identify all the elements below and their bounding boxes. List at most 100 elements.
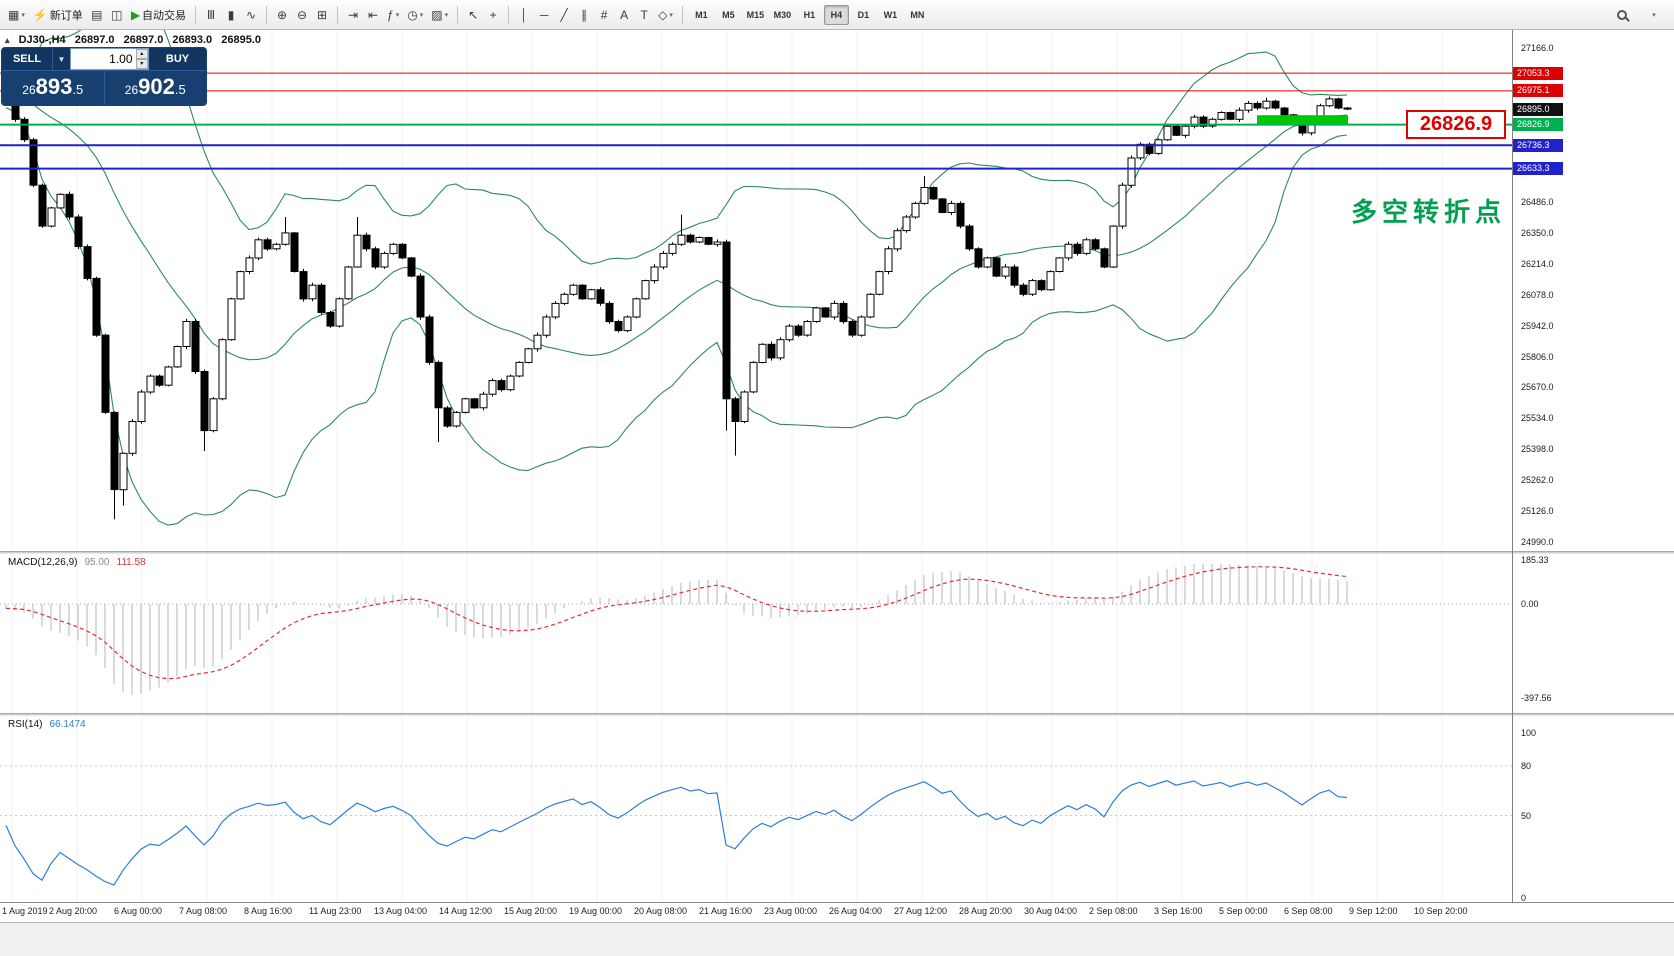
line-chart-button[interactable]: ∿ (241, 4, 261, 26)
chevron-down-icon: ▾ (444, 11, 449, 19)
autotrading-button[interactable]: ▶ 自动交易 (127, 4, 190, 26)
fibonacci-icon: # (600, 7, 608, 22)
sell-price-button[interactable]: 26 893.5 (2, 71, 104, 105)
trend-line-icon: ╱ (560, 7, 568, 22)
price-axis-label: 26214.0 (1521, 258, 1554, 269)
text-label-icon: T (640, 7, 648, 22)
lot-increase-button[interactable]: ▴ (135, 49, 148, 59)
horizontal-line-button[interactable]: ─ (534, 4, 554, 26)
toolbar-separator (337, 5, 339, 24)
zoom-out-icon: ⊖ (297, 7, 308, 22)
tile-windows-icon: ⊞ (317, 7, 328, 22)
price-axis-label: 25806.0 (1521, 351, 1554, 362)
toolbar-separator (266, 5, 268, 24)
main-chart-canvas[interactable] (0, 30, 1512, 551)
bars-chart-button[interactable]: Ⅲ (201, 4, 221, 26)
price-axis-label: 25942.0 (1521, 320, 1554, 331)
templates-button[interactable]: ▨ ▾ (427, 4, 452, 26)
lot-size-input[interactable] (71, 49, 136, 69)
chevron-down-icon: ▾ (21, 11, 25, 19)
equidistant-channel-button[interactable]: ∥ (574, 4, 594, 26)
crosshair-icon: + (489, 7, 497, 22)
macd-main-value: 95.00 (84, 557, 110, 568)
price-axis-badge: 26895.0 (1513, 102, 1563, 116)
ohlc-open: 26897.0 (74, 34, 115, 46)
time-axis[interactable] (0, 902, 1674, 922)
zoom-in-button[interactable]: ⊕ (272, 4, 292, 26)
new-chart-icon: ▦ (8, 7, 20, 22)
crosshair-button[interactable]: + (483, 4, 503, 26)
price-axis-label: 24990.0 (1521, 536, 1554, 547)
chart-window[interactable]: ▴ DJ30-,H4 26897.0 26897.0 26893.0 26895… (0, 30, 1674, 956)
price-axis-label: 25670.0 (1521, 382, 1554, 393)
price-axis-badge: 26736.3 (1513, 138, 1563, 152)
pane-separator[interactable] (0, 551, 1674, 554)
timeframe-w1-button[interactable]: W1 (878, 5, 903, 25)
text-button[interactable]: A (614, 4, 634, 26)
trend-line-button[interactable]: ╱ (554, 4, 574, 26)
ohlc-close: 26895.0 (221, 34, 261, 46)
buy-button[interactable]: BUY (149, 48, 206, 70)
vertical-line-button[interactable]: │ (514, 4, 534, 26)
chart-shift-button[interactable]: ⇤ (363, 4, 383, 26)
tile-windows-button[interactable]: ⊞ (312, 4, 332, 26)
price-axis-label: 25262.0 (1521, 475, 1554, 486)
price-axis-badge: 26826.9 (1513, 118, 1563, 132)
rsi-canvas[interactable] (0, 716, 1512, 902)
timeframe-m5-button[interactable]: M5 (716, 5, 741, 25)
timeframe-h4-button[interactable]: H4 (823, 4, 849, 25)
new-order-label: 新订单 (49, 9, 83, 22)
charts-layout-button[interactable]: ▤ (87, 4, 107, 26)
timeframe-d1-button[interactable]: D1 (851, 5, 876, 25)
text-label-button[interactable]: T (634, 4, 654, 26)
chevron-down-icon: ▾ (395, 11, 400, 19)
profiles-button[interactable]: ◫ (107, 4, 127, 26)
search-button[interactable] (1612, 4, 1632, 26)
cursor-icon: ↖ (468, 7, 479, 22)
pane-separator[interactable] (0, 713, 1674, 716)
macd-canvas[interactable] (0, 554, 1512, 713)
fibonacci-button[interactable]: # (594, 4, 614, 26)
toolbar: ▦ ▾ ⚡ 新订单 ▤ ◫ ▶ 自动交易 Ⅲ ▮ ∿ ⊕ ⊖ ⊞ ⇥ ⇤ ƒ ▾ ◷ ▾ ▨ ▾ ↖ + │ ─ ╱ ∥ # A T ◇ ▾ M… (0, 0, 1674, 30)
price-line-label[interactable]: 26826.9 (1406, 110, 1506, 139)
text-icon: A (620, 7, 629, 22)
shapes-button[interactable]: ◇ ▾ (654, 4, 677, 26)
timeframe-h1-button[interactable]: H1 (797, 5, 822, 25)
auto-scroll-button[interactable]: ⇥ (343, 4, 363, 26)
candlestick-chart-button[interactable]: ▮ (221, 4, 241, 26)
price-axis-label: 26486.0 (1521, 197, 1554, 208)
buy-price-button[interactable]: 26 902.5 (104, 71, 206, 105)
rsi-scale-label: 0 (1521, 893, 1527, 903)
templates-icon: ▨ (431, 7, 443, 22)
timeframe-m30-button[interactable]: M30 (770, 5, 795, 25)
one-click-expander-icon[interactable]: ▴ (5, 35, 10, 45)
sell-button[interactable]: SELL (2, 48, 52, 70)
toolbar-separator (195, 5, 197, 24)
window-bottom-filler (0, 922, 1674, 956)
macd-scale-label: 0.00 (1521, 599, 1539, 609)
price-axis-badge: 26975.1 (1513, 84, 1563, 98)
new-chart-button[interactable]: ▦ ▾ (4, 4, 29, 26)
toolbar-separator (508, 5, 510, 24)
shapes-icon: ◇ (658, 7, 668, 22)
spinner-down-icon: ▾ (140, 60, 144, 67)
chart-info-line: ▴ DJ30-,H4 26897.0 26897.0 26893.0 26895… (5, 34, 267, 46)
timeframe-mn-button[interactable]: MN (905, 5, 930, 25)
time-axis-label: 2 Aug 20:00 (49, 906, 98, 916)
lot-stepper: ▴ ▾ (135, 49, 148, 69)
rsi-scale-label: 80 (1521, 761, 1532, 771)
timeframe-m15-button[interactable]: M15 (743, 5, 768, 25)
cursor-button[interactable]: ↖ (463, 4, 483, 26)
timeframe-m1-button[interactable]: M1 (689, 5, 714, 25)
price-axis-label: 26350.0 (1521, 227, 1554, 238)
toolbar-more-button[interactable]: ▾ (1644, 4, 1664, 26)
zoom-out-button[interactable]: ⊖ (292, 4, 312, 26)
new-order-button[interactable]: ⚡ 新订单 (29, 4, 87, 26)
indicators-button[interactable]: ƒ ▾ (383, 4, 403, 26)
order-options-button[interactable]: ▼ (52, 48, 70, 70)
chart-annotation[interactable]: 多空转折点 (1350, 197, 1506, 227)
lot-decrease-button[interactable]: ▾ (135, 59, 148, 69)
periods-button[interactable]: ◷ ▾ (403, 4, 427, 26)
